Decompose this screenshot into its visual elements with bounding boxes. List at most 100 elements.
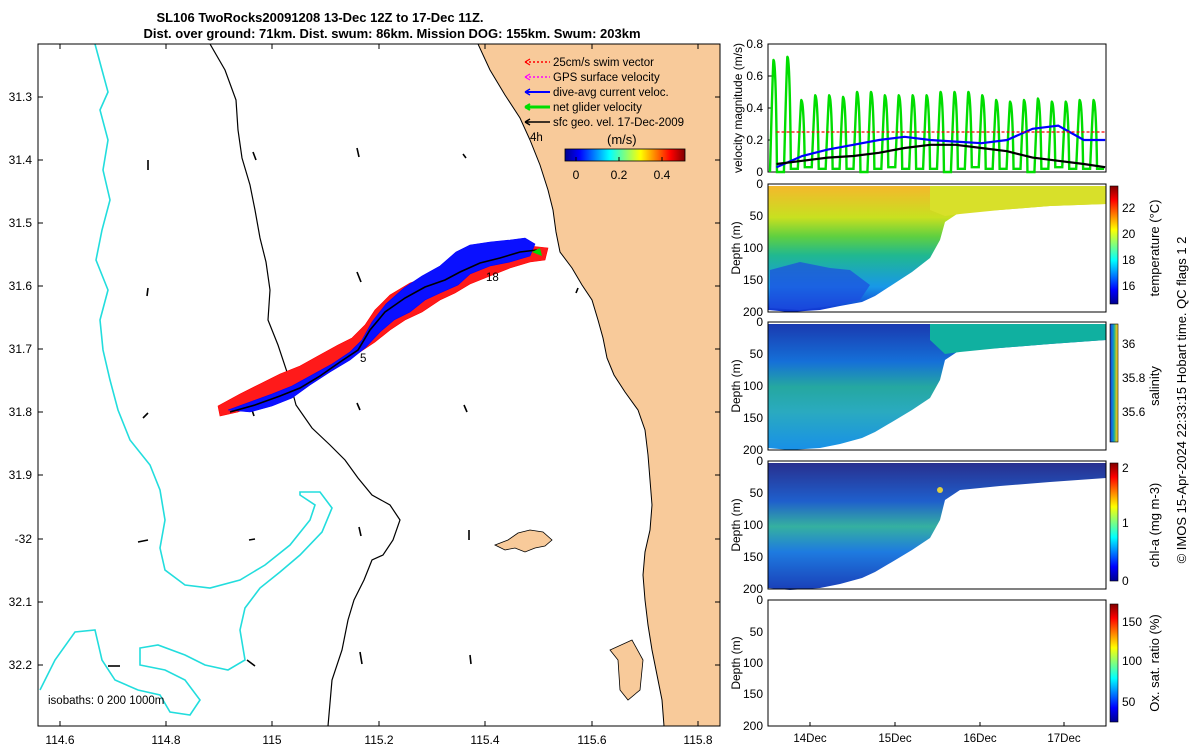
salinity-cb-tick: 35.6 (1122, 405, 1146, 419)
isobath-200 (209, 44, 401, 726)
land (477, 44, 720, 726)
island (494, 529, 553, 553)
vel-tick-label: 0.4 (746, 101, 763, 115)
series-sfc-geo-vel-17-dec-2009 (776, 143, 1106, 169)
depth-tick: 50 (750, 209, 764, 223)
depth-tick: 0 (756, 315, 763, 329)
oxygen-cb-tick: 100 (1122, 654, 1142, 668)
chla-panel: 0 50 100 150 200 Depth (m) 0 1 2 chl-a (… (729, 454, 1162, 596)
chla-frame (767, 460, 1107, 590)
map-panel: 4h 18 5 isobaths: 0 200 1000m 31.3 31.4 … (9, 43, 721, 747)
salinity-colorbar (1109, 323, 1119, 443)
track-label-18: 18 (486, 272, 499, 284)
sfc-geo-arrows (108, 147, 579, 667)
salinity-surface (930, 324, 1106, 354)
colorbar-ticks (575, 157, 663, 161)
lon-label: 115 (262, 733, 281, 747)
chla-field (768, 463, 1106, 590)
chla-hotspot (937, 487, 943, 493)
lon-label: 114.8 (151, 733, 180, 747)
lon-label: 115.8 (683, 733, 712, 747)
oxygen-cb-label: Ox. sat. ratio (%) (1147, 614, 1162, 712)
colorbar-tick-label: 0.4 (654, 168, 671, 182)
title-line-2: Dist. over ground: 71km. Dist. swum: 86k… (143, 26, 640, 41)
temperature-cb-tick: 20 (1122, 227, 1136, 241)
legend-label: net glider velocity (553, 102, 642, 114)
lat-label: 31.3 (9, 90, 33, 104)
chla-cb-label: chl-a (mg m-3) (1147, 483, 1162, 568)
temperature-cb-label: temperature (°C) (1147, 200, 1162, 297)
legend-arrowhead (524, 73, 531, 81)
depth-tick: 0 (756, 177, 763, 191)
colorbar-tick-label: 0.2 (611, 168, 628, 182)
map-lon-labels: 114.6 114.8 115 115.2 115.4 115.6 115.8 (45, 733, 712, 747)
map-colorbar (564, 148, 686, 162)
map-lat-labels: 31.3 31.4 31.5 31.6 31.7 31.8 31.9 -32 3… (9, 90, 33, 672)
land-spit (609, 639, 644, 701)
colorbar-tick-label: 0 (573, 168, 580, 182)
velocity-y-ticks: 0 0.2 0.4 0.6 0.8 (746, 37, 772, 179)
legend-arrowhead (524, 88, 531, 96)
legend-label: sfc geo. vel. 17-Dec-2009 (553, 117, 684, 129)
legend-arrowhead (524, 58, 531, 66)
legend-label: GPS surface velocity (553, 72, 660, 84)
map-lat-ticks (38, 44, 720, 726)
oxygen-cb-tick: 50 (1122, 695, 1136, 709)
depth-tick: 100 (743, 656, 763, 670)
salinity-frame (767, 321, 1107, 451)
depth-tick: 100 (743, 241, 763, 255)
oxygen-cb-tick: 150 (1122, 615, 1142, 629)
legend-arrowhead (524, 103, 531, 111)
track-label-4h: 4h (530, 132, 543, 144)
depth-tick: 150 (743, 411, 763, 425)
time-tick-label: 14Dec (793, 733, 826, 745)
vel-tick-label: 0.8 (746, 37, 763, 51)
vel-tick-label: 0.6 (746, 69, 763, 83)
vel-tick-label: 0.2 (746, 133, 763, 147)
depth-tick: 100 (743, 379, 763, 393)
salinity-cb-tick: 35.8 (1122, 371, 1146, 385)
depth-ylabel: Depth (m) (729, 359, 743, 412)
lat-label: 31.9 (9, 468, 33, 482)
depth-tick: 150 (743, 550, 763, 564)
series-dive-avg-current-veloc- (776, 124, 1106, 169)
depth-tick: 200 (743, 443, 763, 457)
depth-ylabel: Depth (m) (729, 636, 743, 689)
salinity-panel: 0 50 100 150 200 Depth (m) 35.6 35.8 36 … (729, 315, 1162, 457)
time-axis: 14Dec 15Dec 16Dec 17Dec (793, 722, 1081, 745)
isobath-1000 (39, 44, 333, 716)
depth-tick: 200 (743, 719, 763, 733)
depth-tick: 200 (743, 582, 763, 596)
isobaths-label: isobaths: 0 200 1000m (48, 695, 164, 707)
lon-label: 115.6 (577, 733, 606, 747)
title-line-1: SL106 TwoRocks20091208 13-Dec 12Z to 17-… (156, 10, 483, 25)
temperature-cb-tick: 18 (1122, 253, 1136, 267)
chla-cb-tick: 1 (1122, 516, 1129, 530)
legend-label: dive-avg current veloc. (553, 87, 669, 99)
depth-tick: 200 (743, 305, 763, 319)
depth-tick: 150 (743, 273, 763, 287)
depth-ylabel: Depth (m) (729, 498, 743, 551)
chla-cb-tick: 0 (1122, 574, 1129, 588)
velocity-panel: 0 0.2 0.4 0.6 0.8 velocity magnitude (m/… (731, 37, 1107, 179)
oxygen-colorbar (1109, 603, 1119, 723)
depth-tick: 0 (756, 454, 763, 468)
depth-ylabel: Depth (m) (729, 221, 743, 274)
glider-start-marker (532, 248, 542, 256)
legend-label: 25cm/s swim vector (553, 57, 654, 69)
vel-tick-label: 0 (756, 165, 763, 179)
lat-label: 32.2 (9, 658, 33, 672)
depth-tick: 50 (750, 347, 764, 361)
temperature-cold-core (770, 262, 870, 310)
temperature-frame (767, 183, 1107, 313)
time-tick-label: 15Dec (878, 733, 911, 745)
chla-cb-tick: 2 (1122, 461, 1129, 475)
salinity-field (768, 324, 1106, 450)
depth-tick: 50 (750, 486, 764, 500)
lat-label: 31.7 (9, 342, 33, 356)
copyright-note: © IMOS 15-Apr-2024 22:33:15 Hobart time.… (1174, 237, 1189, 564)
temperature-warm-surface (930, 186, 1106, 216)
lon-label: 114.6 (45, 733, 74, 747)
depth-tick: 100 (743, 518, 763, 532)
